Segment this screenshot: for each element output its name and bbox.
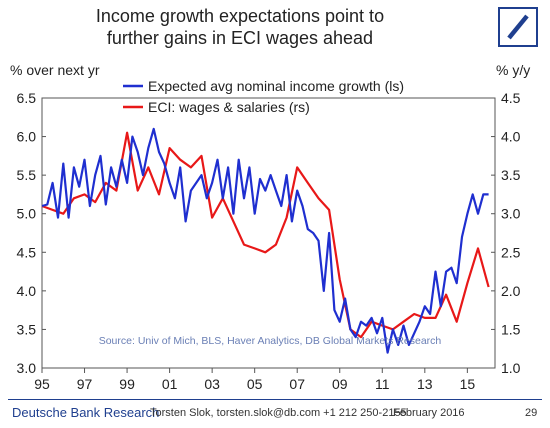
chart-source-note: Source: Univ of Mich, BLS, Haver Analyti… xyxy=(99,335,442,347)
x-tick-label: 95 xyxy=(34,376,50,392)
y-right-tick-label: 1.0 xyxy=(501,360,521,376)
logo-slash-icon xyxy=(507,14,529,40)
chart-title-line-2: further gains in ECI wages ahead xyxy=(106,28,374,48)
y-left-tick-label: 4.5 xyxy=(17,244,37,260)
deutsche-bank-logo-icon xyxy=(498,7,538,47)
y-axis-right-ticks: 1.0 1.5 2.0 2.5 3.0 3.5 4.0 4.5 xyxy=(491,90,521,376)
footer-date: February 2016 xyxy=(393,407,465,419)
y-left-tick-label: 3.0 xyxy=(17,360,37,376)
y-right-tick-label: 3.5 xyxy=(501,167,521,183)
x-tick-label: 03 xyxy=(204,376,220,392)
x-tick-label: 97 xyxy=(77,376,93,392)
footer-author: Torsten Slok, torsten.slok@db.com +1 212… xyxy=(150,407,407,419)
chart-legend: Expected avg nominal income growth (ls) E… xyxy=(123,78,404,115)
y-axis-right-label: % y/y xyxy=(496,62,531,78)
y-left-tick-label: 4.0 xyxy=(17,283,37,299)
x-tick-label: 13 xyxy=(417,376,433,392)
plot-area xyxy=(41,97,496,369)
series-layer xyxy=(41,127,490,354)
y-left-tick-label: 6.5 xyxy=(17,90,37,106)
y-right-tick-label: 4.0 xyxy=(501,129,521,145)
x-tick-label: 09 xyxy=(332,376,348,392)
y-axis-left-ticks: 3.0 3.5 4.0 4.5 5.0 5.5 6.0 6.5 xyxy=(17,90,46,376)
x-tick-label: 15 xyxy=(460,376,476,392)
x-axis-ticks: 95 97 99 01 03 05 07 09 11 13 15 xyxy=(34,368,475,392)
x-tick-label: 07 xyxy=(289,376,305,392)
y-left-tick-label: 3.5 xyxy=(17,321,37,337)
series-line-expected-income-growth xyxy=(41,127,489,354)
x-tick-label: 01 xyxy=(162,376,178,392)
footer-brand: Deutsche Bank Research xyxy=(12,405,160,420)
y-left-tick-label: 5.5 xyxy=(17,167,37,183)
series-line-eci-wages xyxy=(41,131,490,339)
y-right-tick-label: 2.0 xyxy=(501,283,521,299)
footer-divider xyxy=(8,399,542,400)
y-right-tick-label: 3.0 xyxy=(501,206,521,222)
footer-page-number: 29 xyxy=(525,407,538,419)
chart-title-line-1: Income growth expectations point to xyxy=(95,6,385,26)
x-tick-label: 05 xyxy=(247,376,263,392)
y-right-tick-label: 4.5 xyxy=(501,90,521,106)
legend-label: Expected avg nominal income growth (ls) xyxy=(148,78,404,94)
chart-title: Income growth expectations point to furt… xyxy=(0,5,480,49)
x-tick-label: 99 xyxy=(119,376,135,392)
y-right-tick-label: 1.5 xyxy=(501,321,521,337)
y-right-tick-label: 2.5 xyxy=(501,244,521,260)
y-left-tick-label: 6.0 xyxy=(17,129,37,145)
y-left-tick-label: 5.0 xyxy=(17,206,37,222)
line-chart: 3.0 3.5 4.0 4.5 5.0 5.5 6.0 6.5 1.0 1.5 2.0 2.5 3.0… xyxy=(17,78,521,392)
y-axis-left-label: % over next yr xyxy=(10,62,100,78)
legend-label: ECI: wages & salaries (rs) xyxy=(148,99,310,115)
x-tick-label: 11 xyxy=(375,376,390,392)
